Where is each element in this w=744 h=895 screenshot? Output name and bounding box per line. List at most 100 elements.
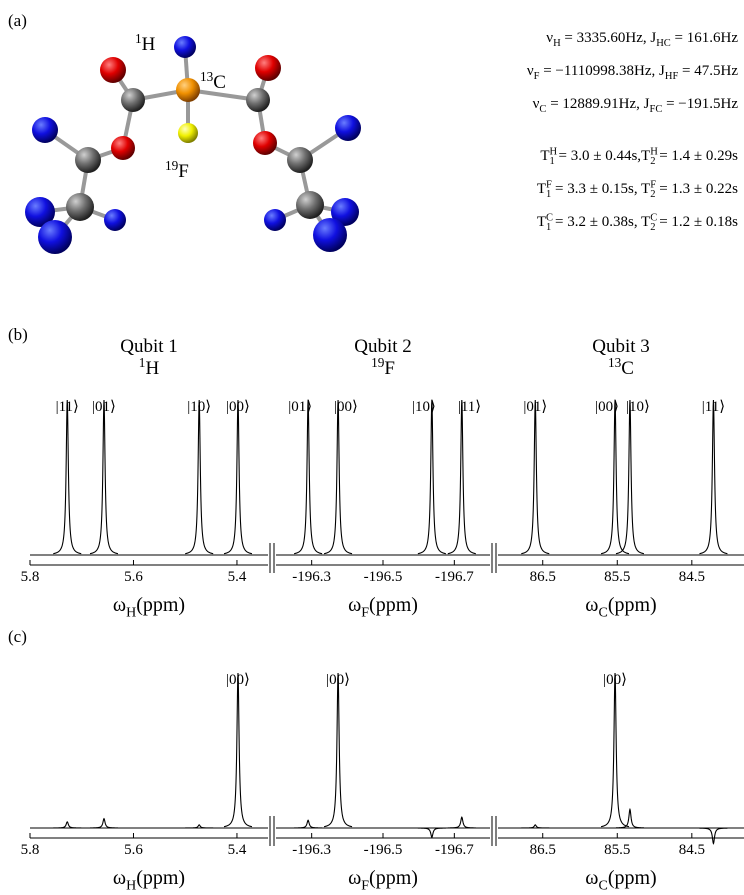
text-run: T: [537, 181, 546, 197]
text-run: = 1.2 ± 0.18s: [655, 214, 738, 230]
superscript: 1: [135, 31, 142, 46]
qubit-name: Qubit 1: [120, 336, 178, 357]
peak-label: |00⟩: [603, 672, 627, 688]
subscript: C: [598, 879, 607, 894]
subscript: F: [361, 606, 369, 621]
text-run: T: [540, 148, 549, 164]
x-tick-label: 5.6: [124, 569, 143, 585]
text-run: = −191.5Hz: [662, 96, 738, 112]
peak-label: |10⟩: [412, 399, 436, 415]
peak-label: |00⟩: [226, 399, 250, 415]
peak-label: |01⟩: [523, 399, 547, 415]
peak: [185, 400, 213, 554]
text-run: (ppm): [369, 594, 418, 616]
superscript: 19: [165, 158, 179, 173]
peak: [418, 400, 446, 554]
x-tick-label: 84.5: [679, 569, 705, 585]
x-tick-label: 5.8: [21, 842, 40, 858]
rich-text: ωH(ppm): [113, 594, 185, 621]
subscript: C: [539, 104, 546, 115]
subscript: FC: [649, 104, 662, 115]
rich-text: ωF(ppm): [348, 594, 418, 621]
peak: [324, 400, 352, 554]
text-run: C: [213, 72, 226, 93]
rich-text: 13C: [608, 355, 634, 379]
text-run: = 3.3 ± 0.15s, T: [551, 181, 650, 197]
subscript: HF: [665, 71, 679, 82]
panel-label: (a): [8, 11, 27, 30]
rich-text: νC = 12889.91Hz, JFC = −191.5Hz: [533, 96, 739, 115]
rich-text: 19F: [371, 355, 395, 379]
peak-label: |00⟩: [334, 399, 358, 415]
peak: [616, 400, 644, 554]
subscript: HC: [656, 38, 671, 49]
peak: [521, 400, 549, 554]
text-run: T: [537, 214, 546, 230]
peak: [90, 819, 118, 828]
x-tick-label: 5.4: [228, 842, 247, 858]
text-run: H: [145, 358, 159, 379]
text-run: (ppm): [369, 867, 418, 889]
peak-label: |01⟩: [92, 399, 116, 415]
text-run: = 1.4 ± 0.29s: [655, 148, 738, 164]
x-tick-label: 85.5: [604, 569, 630, 585]
rich-text: ωF(ppm): [348, 867, 418, 894]
rich-text: TH1 = 3.0 ± 0.44s,TH2 = 1.4 ± 0.29s: [540, 146, 738, 167]
rich-text: 1H: [139, 355, 160, 379]
subscript: H: [126, 606, 136, 621]
peak: [294, 400, 322, 554]
peak: [601, 673, 629, 827]
peak-label: |00⟩: [595, 399, 619, 415]
peak: [90, 400, 118, 554]
panel-label: (c): [8, 627, 27, 646]
text-run: = −1110998.38Hz, J: [539, 63, 665, 79]
x-tick-label: 86.5: [530, 569, 556, 585]
panel-label: (b): [8, 325, 28, 344]
rich-text: ωC(ppm): [585, 867, 656, 894]
x-tick-label: -196.5: [364, 842, 403, 858]
text-run: C: [621, 358, 634, 379]
rich-text: 1H: [135, 31, 156, 55]
rich-text: ωH(ppm): [113, 867, 185, 894]
peak: [224, 400, 252, 554]
peak: [294, 820, 322, 828]
text-run: ω: [348, 594, 361, 616]
x-tick-label: 5.8: [21, 569, 40, 585]
text-run: = 47.5Hz: [678, 63, 738, 79]
peak-label: |11⟩: [56, 399, 79, 415]
text-run: F: [384, 358, 395, 379]
subscript: C: [598, 606, 607, 621]
x-tick-label: -196.5: [364, 569, 403, 585]
x-tick-label: 5.4: [228, 569, 247, 585]
rich-text: 13C: [200, 69, 226, 93]
x-tick-label: -196.3: [292, 569, 331, 585]
text-run: = 1.3 ± 0.22s: [655, 181, 738, 197]
text-run: = 12889.91Hz, J: [546, 96, 649, 112]
subscript: H: [126, 879, 136, 894]
peak: [699, 400, 727, 554]
text-run: = 3335.60Hz, J: [561, 30, 657, 46]
x-tick-label: 5.6: [124, 842, 143, 858]
x-tick-label: -196.7: [435, 842, 474, 858]
x-tick-label: 86.5: [530, 842, 556, 858]
peak-label: |11⟩: [702, 399, 725, 415]
peak: [448, 817, 476, 828]
text-run: ω: [585, 867, 598, 889]
rich-text: νF = −1110998.38Hz, JHF = 47.5Hz: [527, 63, 739, 82]
peak: [601, 400, 629, 554]
peak-label: |01⟩: [288, 399, 312, 415]
peak: [418, 828, 446, 837]
text-run: = 3.2 ± 0.38s, T: [551, 214, 650, 230]
text-run: (ppm): [136, 594, 185, 616]
page: { "panel_labels": ["(a)", "(b)", "(c)"],…: [0, 0, 744, 895]
rich-text: ωC(ppm): [585, 594, 656, 621]
x-tick-label: -196.7: [435, 569, 474, 585]
peak: [53, 822, 81, 828]
peak-label: |00⟩: [226, 672, 250, 688]
atoms: [25, 36, 361, 254]
superscript: 19: [371, 355, 385, 370]
text-run: ω: [113, 867, 126, 889]
text-run: H: [142, 34, 156, 55]
superscript: 13: [200, 69, 214, 84]
peak-label: |00⟩: [326, 672, 350, 688]
